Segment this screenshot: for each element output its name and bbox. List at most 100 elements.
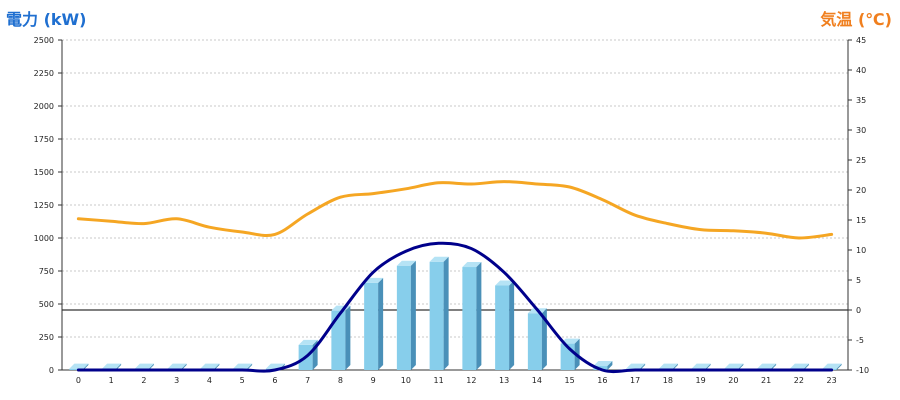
bar-front — [495, 285, 510, 370]
left-tick-label: 2250 — [34, 69, 54, 78]
left-tick-label: 250 — [39, 333, 54, 342]
bar — [495, 280, 515, 370]
bar-top — [167, 363, 187, 369]
left-tick-label: 2500 — [34, 36, 54, 45]
x-tick-label: 6 — [272, 376, 277, 385]
bar-top — [495, 280, 515, 286]
bar-front — [527, 313, 542, 370]
bar-side — [443, 256, 449, 370]
bar — [527, 308, 547, 370]
bar-top — [593, 361, 613, 367]
right-tick-label: -5 — [856, 336, 864, 345]
x-tick-label: 21 — [761, 376, 771, 385]
x-tick-label: 20 — [728, 376, 738, 385]
x-tick-label: 1 — [109, 376, 114, 385]
bar-side — [640, 363, 646, 370]
x-tick-label: 14 — [532, 376, 542, 385]
bar-top — [724, 363, 744, 369]
bar-top — [429, 256, 449, 262]
right-tick-label: 35 — [856, 96, 866, 105]
bar-side — [541, 308, 547, 370]
x-tick-label: 13 — [499, 376, 509, 385]
x-tick-label: 9 — [371, 376, 376, 385]
bar-side — [247, 363, 253, 370]
bar-front — [331, 310, 346, 370]
bar-top — [134, 363, 154, 369]
bar-top — [102, 363, 122, 369]
left-tick-label: 1250 — [34, 201, 54, 210]
right-tick-label: 45 — [856, 36, 866, 45]
bar — [69, 363, 89, 370]
line-series — [76, 180, 834, 374]
x-tick-label: 7 — [305, 376, 310, 385]
x-tick-label: 19 — [696, 376, 706, 385]
right-tick-label: 10 — [856, 246, 866, 255]
bar-front — [429, 261, 444, 370]
right-tick-label: 5 — [856, 276, 861, 285]
x-tick-label: 5 — [240, 376, 245, 385]
x-tick-label: 22 — [794, 376, 804, 385]
x-tick-label: 4 — [207, 376, 212, 385]
bar-side — [83, 363, 89, 370]
bar-side — [181, 363, 187, 370]
bar-side — [410, 260, 416, 370]
x-tick-label: 0 — [76, 376, 81, 385]
x-tick-label: 15 — [565, 376, 575, 385]
bar-top — [822, 363, 842, 369]
left-axis-title: 電力 (kW) — [6, 10, 87, 29]
bar — [396, 260, 416, 370]
bar-top — [757, 363, 777, 369]
x-tick-label: 3 — [174, 376, 179, 385]
x-tick-label: 8 — [338, 376, 343, 385]
bar-front — [69, 368, 84, 370]
x-tick-label: 17 — [630, 376, 640, 385]
left-tick-label: 1000 — [34, 234, 54, 243]
power-line — [76, 241, 834, 374]
bar — [331, 305, 351, 370]
left-tick-label: 1500 — [34, 168, 54, 177]
bar-side — [116, 363, 122, 370]
bar-side — [148, 363, 154, 370]
bar-top — [200, 363, 220, 369]
bar-front — [364, 282, 379, 370]
left-tick-label: 0 — [49, 366, 54, 375]
right-tick-label: 25 — [856, 156, 866, 165]
x-tick-label: 10 — [401, 376, 411, 385]
right-tick-label: 15 — [856, 216, 866, 225]
bar-side — [771, 363, 777, 370]
left-tick-label: 1750 — [34, 135, 54, 144]
bar-side — [607, 361, 613, 370]
bar-front — [396, 265, 411, 370]
bar-top — [789, 363, 809, 369]
x-tick-label: 23 — [827, 376, 837, 385]
x-tick-label: 11 — [434, 376, 444, 385]
bar-side — [509, 280, 515, 370]
right-tick-label: 0 — [856, 306, 861, 315]
bar-side — [738, 363, 744, 370]
right-tick-label: -10 — [856, 366, 869, 375]
bar-top — [233, 363, 253, 369]
bar-side — [705, 363, 711, 370]
right-tick-label: 20 — [856, 186, 866, 195]
right-axis-title: 気温 (℃) — [820, 10, 892, 29]
bar-side — [836, 363, 842, 370]
bar-top — [626, 363, 646, 369]
bar-side — [345, 305, 351, 370]
bar-top — [298, 339, 318, 345]
bar-side — [378, 277, 384, 370]
bar-top — [691, 363, 711, 369]
bar-top — [658, 363, 678, 369]
left-tick-label: 500 — [39, 300, 54, 309]
temperature-line — [76, 180, 834, 240]
right-tick-label: 30 — [856, 126, 866, 135]
left-tick-label: 750 — [39, 267, 54, 276]
bar-series — [69, 256, 842, 370]
bar-side — [672, 363, 678, 370]
tick-labels: 0 250 500 750 1000 1250 1500 1750 20 0 0 2250 2500 -1… — [34, 36, 869, 385]
bar-top — [462, 262, 482, 268]
bar-front — [462, 267, 477, 370]
x-tick-label: 2 — [141, 376, 146, 385]
bar — [429, 256, 449, 370]
grid-lines — [62, 39, 848, 338]
